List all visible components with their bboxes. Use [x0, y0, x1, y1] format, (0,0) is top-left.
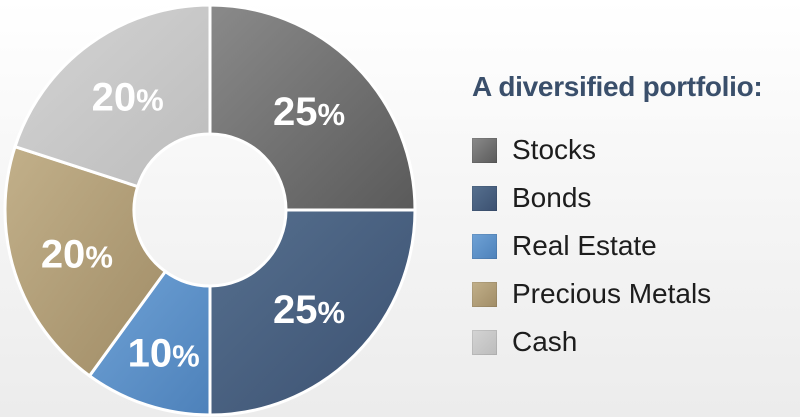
legend-swatch-bonds: [472, 185, 497, 211]
donut-chart: 25% 25% 10% 20% 20%: [3, 3, 417, 417]
slice-label-stocks: 25%: [273, 90, 345, 134]
slice-label-precious-metals: 20%: [41, 232, 113, 276]
slice-label-cash: 20%: [92, 76, 164, 120]
legend-swatch-precious-metals: [472, 281, 497, 307]
legend-item-real-estate: Real Estate: [472, 222, 797, 270]
legend: A diversified portfolio: Stocks Bonds Re…: [472, 70, 797, 366]
legend-label-stocks: Stocks: [512, 134, 597, 165]
legend-item-precious-metals: Precious Metals: [472, 270, 797, 318]
slice-stocks: [208, 3, 417, 212]
legend-label-real-estate: Real Estate: [512, 230, 657, 261]
legend-item-bonds: Bonds: [472, 174, 797, 222]
legend-label-bonds: Bonds: [512, 182, 592, 213]
slice-label-real-estate: 10%: [128, 332, 200, 376]
slice-precious-metals: [3, 144, 168, 378]
legend-title: A diversified portfolio:: [472, 71, 763, 102]
legend-swatch-stocks: [472, 137, 497, 163]
slice-cash: [13, 3, 212, 189]
slice-bonds: [208, 208, 417, 417]
legend-item-stocks: Stocks: [472, 126, 797, 174]
legend-label-precious-metals: Precious Metals: [512, 278, 712, 309]
legend-item-cash: Cash: [472, 318, 797, 366]
legend-swatch-cash: [472, 329, 497, 355]
legend-swatch-real-estate: [472, 233, 497, 259]
slice-label-bonds: 25%: [273, 288, 345, 332]
legend-label-cash: Cash: [512, 326, 578, 357]
